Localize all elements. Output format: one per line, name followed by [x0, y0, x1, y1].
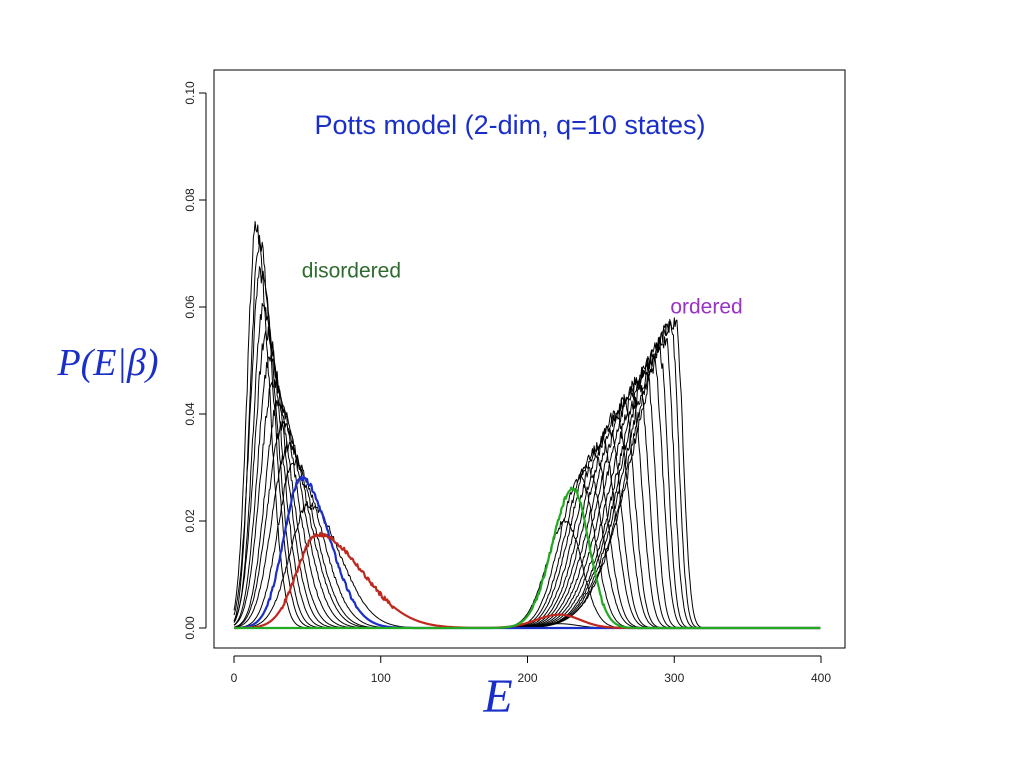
- chart-title: Potts model (2-dim, q=10 states): [315, 110, 706, 140]
- y-tick-label: 0.06: [183, 295, 197, 319]
- annotation-disordered: disordered: [302, 260, 401, 283]
- y-tick-label: 0.02: [183, 509, 197, 533]
- y-tick-label: 0.00: [183, 616, 197, 640]
- x-tick-label: 300: [664, 671, 684, 685]
- curves: [233, 221, 821, 630]
- axes: 0 100 200 300 400 0.00 0.02 0.04 0.06 0.08 0.10: [183, 81, 831, 685]
- y-axis-label: P(E|β): [56, 342, 158, 384]
- x-tick-label: 0: [231, 671, 238, 685]
- plot-frame: [213, 69, 846, 649]
- y-tick-label: 0.08: [183, 188, 197, 212]
- series-line: [233, 486, 821, 630]
- x-tick-label: 100: [371, 671, 391, 685]
- annotation-ordered: ordered: [670, 295, 742, 318]
- x-axis-label: E: [482, 670, 512, 723]
- y-tick-label: 0.10: [183, 81, 197, 105]
- y-tick-label: 0.04: [183, 402, 197, 426]
- x-tick-label: 400: [811, 671, 831, 685]
- x-tick-label: 200: [517, 671, 537, 685]
